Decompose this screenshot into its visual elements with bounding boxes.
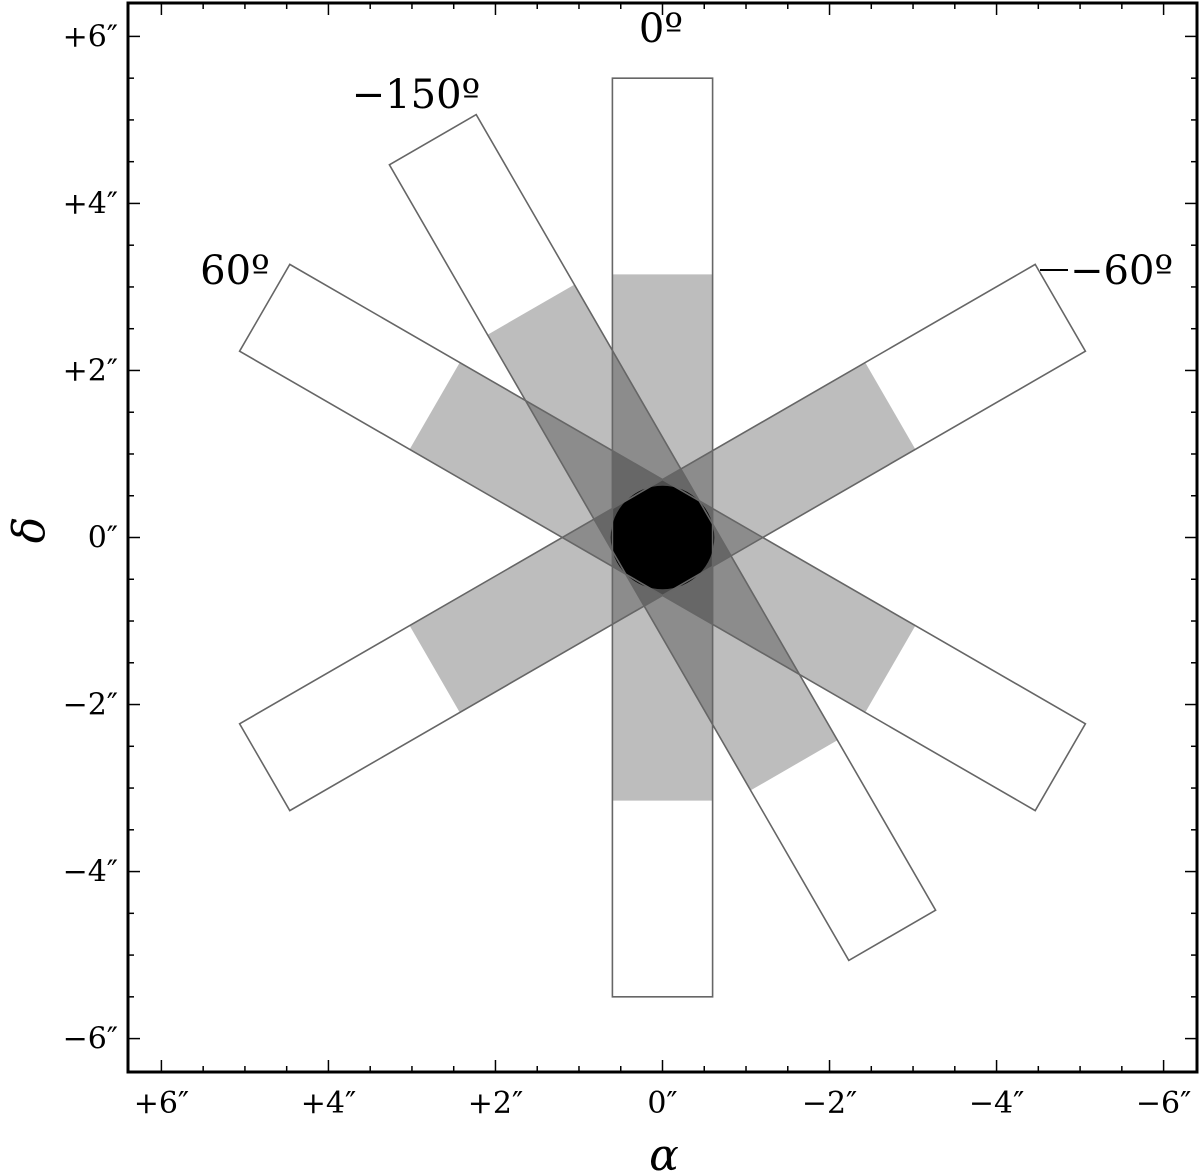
- x-axis-label: α: [649, 1130, 679, 1174]
- slit-outline-3: [238, 263, 1087, 812]
- slit-outline-0: [611, 77, 714, 998]
- slit-angle-label: 60º: [200, 248, 270, 294]
- slit-angle-label: −60º: [1070, 248, 1173, 294]
- y-tick-label: +4″: [63, 186, 118, 221]
- x-tick-label: −4″: [969, 1086, 1024, 1121]
- y-tick-label: −6″: [63, 1022, 118, 1057]
- slit-outline-1: [388, 113, 937, 962]
- slit-outline-2: [238, 263, 1087, 812]
- y-tick-label: −2″: [63, 688, 118, 723]
- coverage-shading: [409, 274, 916, 801]
- y-tick-label: −4″: [63, 855, 118, 890]
- slit-angle-label: −150º: [352, 72, 481, 118]
- x-tick-label: +2″: [468, 1086, 523, 1121]
- x-tick-label: −2″: [802, 1086, 857, 1121]
- y-tick-label: 0″: [88, 521, 118, 556]
- y-axis-label: δ: [4, 517, 55, 544]
- slit-angle-label: 0º: [639, 6, 683, 52]
- x-tick-label: +4″: [301, 1086, 356, 1121]
- y-tick-label: +6″: [63, 19, 118, 54]
- x-tick-label: 0″: [647, 1086, 677, 1121]
- slit-outlines: [238, 77, 1087, 998]
- axis-tick-labels: +6″ +4″ +2″ 0″ −2″ −4″ −6″ +6″ +4″ +2″ 0″ −2″ −4″ −6″: [63, 19, 1192, 1121]
- y-tick-label: +2″: [63, 353, 118, 388]
- x-tick-label: +6″: [134, 1086, 189, 1121]
- full-overlap-core: [610, 485, 715, 590]
- x-tick-label: −6″: [1136, 1086, 1191, 1121]
- plot-frame: [126, 1, 1199, 1074]
- position-angle-labels: 0º −150º 60º −60º: [200, 6, 1173, 294]
